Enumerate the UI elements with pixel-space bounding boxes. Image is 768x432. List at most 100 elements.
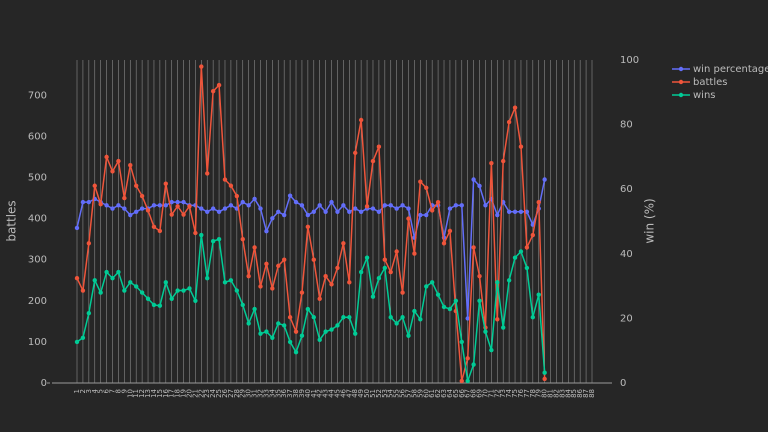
x-tick-label: 70 [481, 389, 489, 398]
data-point [187, 204, 192, 209]
x-tick-label: 8 [114, 389, 122, 393]
data-point [489, 347, 494, 353]
data-point [335, 323, 340, 328]
x-tick-label: 78 [529, 389, 537, 398]
data-point [382, 265, 388, 271]
data-point [80, 199, 86, 205]
data-point [234, 193, 240, 199]
data-point [424, 212, 429, 218]
data-point [465, 316, 470, 321]
x-tick-label: 19 [180, 389, 188, 398]
data-point [530, 232, 536, 238]
data-point [287, 315, 293, 320]
y-tick-label: 700 [28, 90, 47, 101]
data-point [151, 224, 157, 230]
x-tick-label: 72 [493, 389, 501, 398]
data-point [86, 199, 92, 205]
data-point [175, 199, 180, 205]
x-tick-label: 69 [476, 389, 484, 398]
x-tick-label: 5 [97, 389, 105, 393]
data-point [524, 265, 530, 271]
data-point [477, 183, 482, 189]
x-tick-label: 87 [582, 389, 590, 398]
data-point [98, 202, 103, 207]
data-point [270, 216, 275, 221]
y2-tick-label: 0 [620, 378, 626, 389]
data-point [311, 209, 316, 215]
data-point [536, 199, 541, 205]
data-point [169, 212, 174, 217]
x-tick-label: 3 [85, 389, 93, 393]
y-tick-label: 400 [28, 214, 47, 225]
y2-tick-label: 40 [620, 249, 633, 260]
x-tick-label: 17 [168, 389, 176, 398]
data-point [394, 206, 399, 211]
legend-label: battles [693, 77, 727, 88]
data-point [329, 199, 334, 205]
data-point [406, 333, 411, 338]
data-point [418, 212, 423, 218]
x-tick-label: 11 [132, 389, 140, 398]
data-point [157, 228, 163, 234]
x-tick-label: 51 [369, 389, 377, 398]
data-point [358, 117, 364, 123]
data-point [98, 290, 103, 295]
data-point [311, 315, 316, 320]
x-tick-label: 14 [150, 388, 158, 397]
x-tick-label: 82 [552, 389, 560, 398]
data-point [234, 288, 240, 293]
data-point [193, 230, 198, 236]
data-point [518, 144, 524, 149]
y2-tick-label: 60 [620, 184, 633, 195]
data-point [169, 199, 174, 205]
x-tick-label: 60 [422, 389, 430, 398]
data-point [376, 209, 382, 215]
data-point [353, 150, 358, 156]
data-point [240, 236, 245, 242]
x-tick-label: 34 [268, 388, 276, 397]
data-point [341, 203, 346, 208]
x-tick-label: 52 [375, 389, 383, 398]
data-point [205, 209, 210, 215]
data-point [453, 298, 459, 304]
data-point [169, 296, 174, 301]
data-point [424, 185, 429, 191]
x-tick-label: 65 [452, 389, 460, 398]
data-point [222, 177, 228, 182]
x-tick-label: 81 [547, 389, 555, 398]
x-tick-label: 68 [470, 389, 478, 398]
x-tick-label: 12 [138, 389, 146, 398]
data-point [80, 335, 86, 340]
data-point [116, 158, 121, 164]
data-point [400, 290, 405, 295]
data-point [317, 296, 322, 301]
data-point [341, 241, 346, 246]
data-point [216, 236, 222, 242]
data-point [495, 317, 500, 322]
data-point [394, 321, 399, 326]
x-tick-label: 55 [393, 389, 401, 398]
data-point [512, 105, 518, 110]
x-tick-label: 21 [191, 389, 199, 398]
data-point [453, 203, 459, 208]
x-tick-label: 15 [156, 389, 164, 398]
data-point [281, 212, 287, 218]
y-tick-label: 500 [28, 173, 47, 184]
x-tick-label: 38 [292, 389, 300, 398]
data-point [347, 209, 352, 215]
data-point [110, 169, 115, 174]
data-point [276, 263, 281, 269]
data-point [412, 251, 417, 256]
data-point [471, 245, 476, 250]
x-tick-label: 35 [274, 389, 282, 398]
legend-label: wins [693, 90, 716, 101]
data-point [133, 209, 139, 215]
data-point [110, 206, 115, 211]
data-point [501, 158, 506, 164]
data-point [199, 64, 204, 69]
data-point [483, 203, 488, 208]
data-point [447, 228, 453, 234]
data-point [370, 158, 376, 164]
data-point [205, 276, 210, 281]
